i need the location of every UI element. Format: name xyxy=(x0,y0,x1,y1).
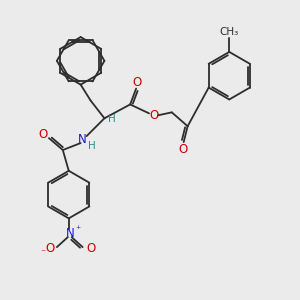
Text: O: O xyxy=(45,242,55,255)
Text: O: O xyxy=(86,242,95,255)
Text: CH₃: CH₃ xyxy=(220,27,239,37)
Text: ⁻: ⁻ xyxy=(40,248,46,258)
Text: ⁺: ⁺ xyxy=(75,225,80,235)
Text: N: N xyxy=(78,133,87,146)
Text: O: O xyxy=(38,128,48,141)
Text: O: O xyxy=(133,76,142,89)
Text: H: H xyxy=(88,141,95,151)
Text: O: O xyxy=(178,142,187,155)
Text: H: H xyxy=(109,114,116,124)
Text: O: O xyxy=(149,109,159,122)
Text: N: N xyxy=(66,227,75,240)
